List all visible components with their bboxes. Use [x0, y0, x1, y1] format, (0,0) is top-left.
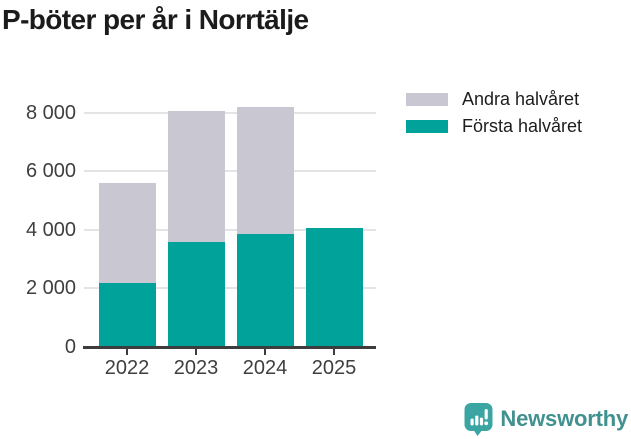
bar-segment-andra-halvaret-2022: [98, 182, 156, 283]
gridline: [84, 287, 376, 290]
x-axis-tick-label: 2023: [173, 357, 219, 379]
bar-segment-andra-halvaret-2024: [236, 106, 294, 234]
x-axis-line: [83, 346, 376, 349]
y-axis-tick-label: 2 000: [25, 277, 76, 300]
chart-title: P-böter per år i Norrtälje: [2, 4, 309, 35]
newsworthy-brand: Newsworthy: [464, 401, 628, 436]
bar-segment-forsta-halvaret-2025: [305, 228, 363, 347]
legend-label-andra-halvaret: Andra halvåret: [462, 89, 580, 109]
y-axis-tick-label: 6 000: [25, 160, 76, 183]
bar-segment-forsta-halvaret-2022: [98, 282, 156, 347]
bar-segment-andra-halvaret-2023: [167, 110, 225, 243]
gridline: [84, 111, 376, 114]
legend-item-andra-halvaret: Andra halvåret: [406, 86, 582, 113]
gridline: [84, 228, 376, 231]
bar-segment-forsta-halvaret-2023: [167, 242, 225, 347]
y-axis-tick-label: 8 000: [25, 101, 76, 124]
legend: Andra halvåret Första halvåret: [406, 86, 582, 140]
gridline: [84, 170, 376, 173]
y-axis-tick-label: 0: [64, 336, 76, 358]
newsworthy-wordmark: Newsworthy: [500, 405, 628, 431]
legend-swatch-andra-halvaret: [406, 93, 448, 106]
x-axis-tick-label: 2022: [104, 357, 150, 379]
x-axis-tick-label: 2024: [242, 357, 288, 379]
y-axis-tick-label: 4 000: [25, 218, 76, 241]
legend-item-forsta-halvaret: Första halvåret: [406, 113, 582, 140]
newsworthy-logo-icon: [464, 402, 493, 436]
x-axis-tick: [264, 348, 266, 355]
x-axis-tick: [333, 348, 335, 355]
legend-swatch-forsta-halvaret: [406, 120, 448, 133]
legend-label-forsta-halvaret: Första halvåret: [462, 116, 583, 136]
x-axis-tick: [195, 348, 197, 355]
x-axis-tick: [126, 348, 128, 355]
x-axis-tick-label: 2025: [311, 357, 357, 379]
bar-segment-forsta-halvaret-2024: [236, 233, 294, 347]
